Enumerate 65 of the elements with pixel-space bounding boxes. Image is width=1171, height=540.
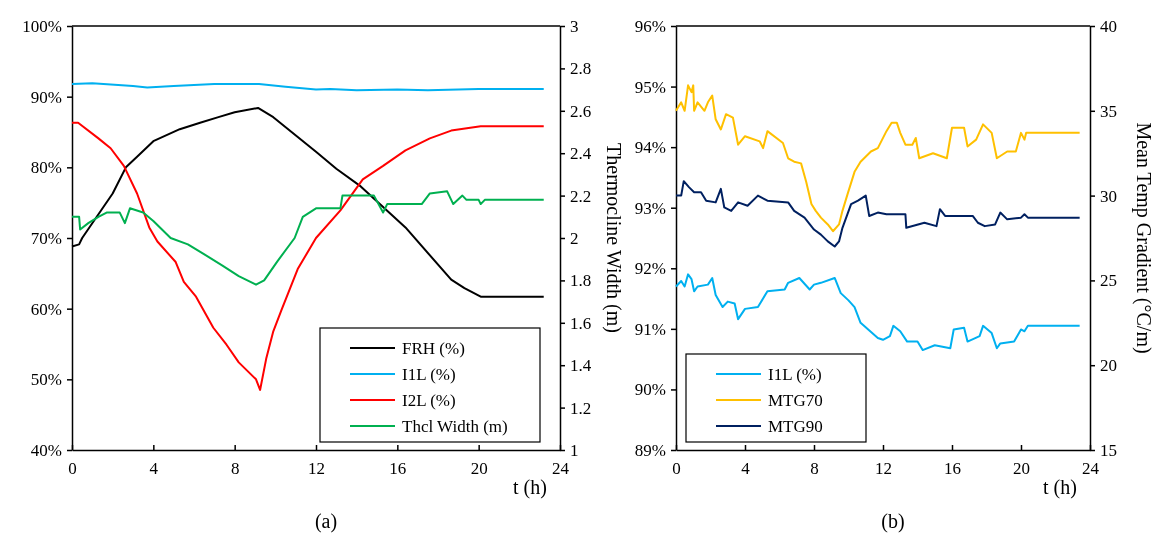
x-tick-label: 0 xyxy=(68,459,77,479)
y-tick-label: 90% xyxy=(634,380,666,400)
y2-tick-label: 40 xyxy=(1100,16,1117,36)
x-tick-label: 24 xyxy=(552,459,570,479)
y2-tick-label: 2.2 xyxy=(570,186,592,206)
x-tick-label: 16 xyxy=(389,459,407,479)
y-tick-label: 60% xyxy=(30,299,62,319)
x-tick-label: 0 xyxy=(672,459,681,479)
y2-tick-label: 1.4 xyxy=(570,356,592,376)
x-tick-label: 8 xyxy=(230,459,240,479)
y2-tick-label: 25 xyxy=(1100,271,1117,291)
text: (b) xyxy=(881,510,905,533)
y2-tick-label: 3 xyxy=(570,16,579,36)
x-tick-label: 24 xyxy=(1082,459,1100,479)
y-tick-label: 96% xyxy=(634,16,666,36)
line-series xyxy=(675,180,1081,248)
line-series xyxy=(71,82,545,92)
y-tick-label: 94% xyxy=(634,138,666,158)
x-axis-title: t (h) xyxy=(1043,476,1077,499)
legend-label: MTG70 xyxy=(768,391,823,410)
y2-tick-label: 15 xyxy=(1100,440,1117,460)
y2-tick-label: 30 xyxy=(1100,186,1117,206)
legend-label: FRH (%) xyxy=(402,339,465,358)
x-tick-label: 20 xyxy=(1013,459,1030,479)
x-tick-label: 4 xyxy=(741,459,751,479)
legend-label: MTG90 xyxy=(768,417,823,436)
legend-label: I2L (%) xyxy=(402,391,456,410)
y-tick-label: 50% xyxy=(30,370,62,390)
x-tick-label: 20 xyxy=(470,459,488,479)
y2-tick-label: 2.4 xyxy=(570,144,592,164)
y2-axis-title: Mean Temp Gradient (°C/m) xyxy=(1132,122,1155,354)
y2-tick-label: 2 xyxy=(570,228,579,248)
y2-tick-label: 2.8 xyxy=(570,59,592,79)
y2-tick-label: 20 xyxy=(1100,356,1117,376)
text: (a) xyxy=(314,510,338,533)
x-tick-label: 12 xyxy=(308,459,325,479)
x-tick-label: 16 xyxy=(944,459,961,479)
line-series xyxy=(675,273,1081,352)
y-tick-label: 100% xyxy=(22,16,62,36)
y2-tick-label: 2.6 xyxy=(570,101,592,121)
y-tick-label: 95% xyxy=(634,77,666,97)
y2-tick-label: 1.2 xyxy=(570,398,592,418)
y-tick-label: 70% xyxy=(30,228,62,248)
y2-axis-title: Thermocline Width (m) xyxy=(602,143,625,333)
y-tick-label: 40% xyxy=(30,440,62,460)
y2-tick-label: 1 xyxy=(570,440,579,460)
y-tick-label: 93% xyxy=(634,198,666,218)
y-tick-label: 91% xyxy=(634,319,666,339)
x-axis-title: t (h) xyxy=(513,476,547,499)
y-tick-label: 90% xyxy=(30,87,62,107)
y2-tick-label: 35 xyxy=(1100,101,1117,121)
x-tick-label: 12 xyxy=(875,459,892,479)
y2-tick-label: 1.8 xyxy=(570,271,592,291)
line-series xyxy=(71,121,545,391)
y2-tick-label: 1.6 xyxy=(570,313,592,333)
line-series xyxy=(71,190,545,286)
legend-label: I1L (%) xyxy=(768,365,822,384)
legend-label: Thcl Width (m) xyxy=(402,417,508,436)
y-tick-label: 80% xyxy=(30,158,62,178)
legend-label: I1L (%) xyxy=(402,365,456,384)
y-tick-label: 92% xyxy=(634,259,666,279)
x-tick-label: 8 xyxy=(810,459,819,479)
y-tick-label: 89% xyxy=(634,440,666,460)
x-tick-label: 4 xyxy=(149,459,159,479)
line-series xyxy=(675,84,1081,233)
